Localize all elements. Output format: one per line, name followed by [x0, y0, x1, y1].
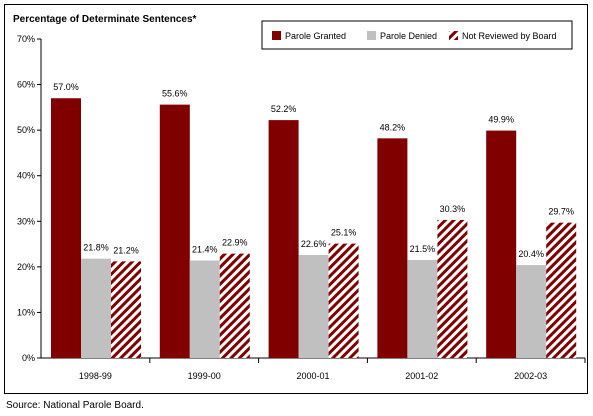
bar-chart: Percentage of Determinate Sentences* 0% 1… [13, 14, 586, 381]
data-label: 52.2% [271, 104, 297, 114]
data-label: 21.4% [192, 244, 218, 254]
y-tick-label: 0% [22, 353, 35, 363]
y-axis-title: Percentage of Determinate Sentences* [13, 14, 197, 25]
data-label: 21.5% [410, 244, 436, 254]
y-tick-label: 60% [17, 80, 35, 90]
legend: Parole Granted Parole Denied Not Reviewed … [261, 20, 573, 50]
bar [111, 261, 141, 358]
bars: 57.0% 21.8% 21.2% 55.6% 21.4% 22.9% 52.2% 22.6%… [51, 82, 577, 358]
data-label: 21.8% [83, 243, 109, 253]
legend-swatch [272, 31, 281, 40]
y-tick-label: 50% [17, 125, 35, 135]
bar [546, 222, 577, 358]
x-tick-label: 2002-03 [514, 371, 547, 381]
data-label: 22.9% [222, 238, 248, 248]
data-label: 25.1% [331, 228, 357, 238]
legend-box [261, 20, 573, 50]
bar [437, 219, 468, 358]
bar [51, 98, 81, 358]
bar [516, 265, 547, 358]
bar [377, 138, 408, 358]
y-tick-label: 70% [17, 34, 35, 44]
y-tick-label: 20% [17, 262, 35, 272]
chart-frame: Percentage of Determinate Sentences* 0% 1… [4, 4, 588, 394]
data-label: 49.9% [488, 115, 514, 125]
y-tick-label: 10% [17, 307, 35, 317]
data-label: 48.2% [380, 122, 406, 132]
x-tick-label: 1998-99 [79, 371, 112, 381]
data-label: 55.6% [162, 89, 188, 99]
data-label: 20.4% [518, 249, 544, 259]
source-note: Source: National Parole Board. [6, 400, 144, 411]
data-label: 29.7% [548, 207, 574, 217]
y-tick-label: 30% [17, 216, 35, 226]
x-tick-label: 2000-01 [296, 371, 329, 381]
y-tick-label: 40% [17, 171, 35, 181]
data-label: 30.3% [440, 204, 466, 214]
bar [219, 253, 250, 358]
bar [298, 255, 329, 358]
bar [486, 130, 517, 358]
legend-swatch [449, 31, 458, 40]
bar [268, 120, 299, 358]
legend-label: Parole Granted [285, 31, 346, 41]
legend-label: Parole Denied [380, 31, 437, 41]
bar [328, 243, 359, 358]
x-tick-label: 2001-02 [405, 371, 438, 381]
bar [159, 104, 190, 358]
legend-swatch [367, 31, 376, 40]
bar [407, 260, 438, 358]
data-label: 22.6% [301, 239, 327, 249]
x-tick-label: 1999-00 [188, 371, 221, 381]
bar [81, 258, 111, 358]
legend-label: Not Reviewed by Board [462, 31, 557, 41]
data-label: 21.2% [113, 245, 139, 255]
bar [189, 260, 220, 358]
data-label: 57.0% [53, 82, 79, 92]
